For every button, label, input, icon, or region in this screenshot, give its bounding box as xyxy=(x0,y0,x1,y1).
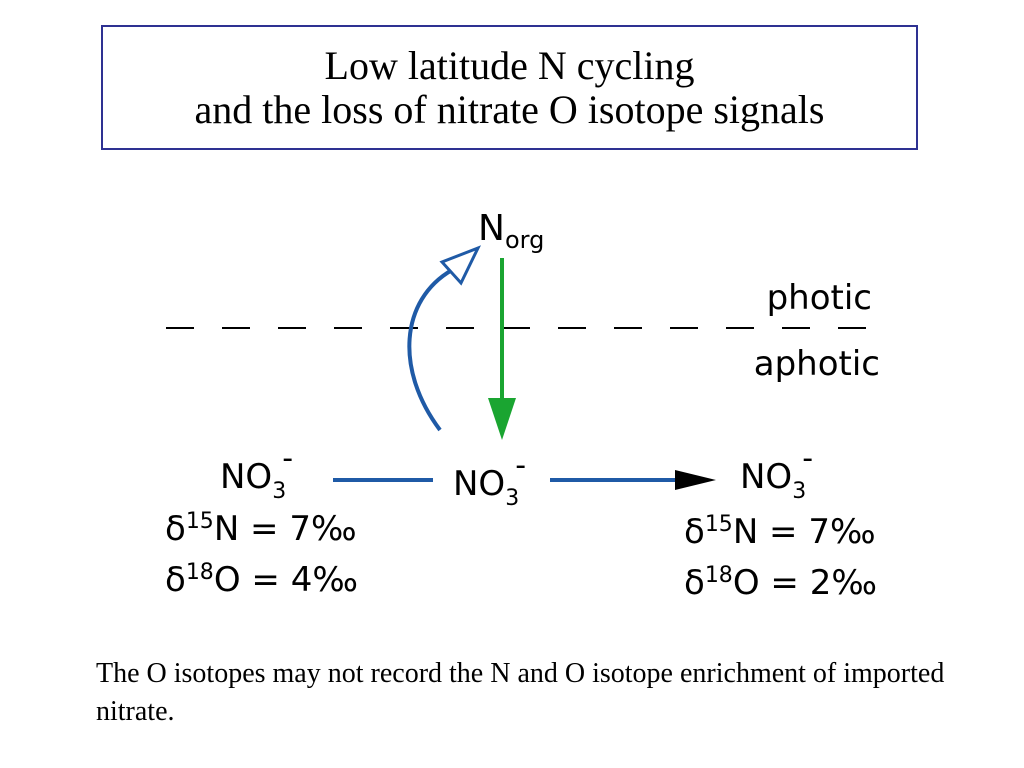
right-nitrate-pool: NO3- δ15N = 7‰ δ18O = 2‰ xyxy=(684,441,877,603)
aphotic-label: aphotic xyxy=(754,344,880,384)
title-line-1: Low latitude N cycling xyxy=(324,42,695,88)
caption-text: The O isotopes may not record the N and … xyxy=(96,658,945,727)
left-d18o: δ18O = 4‰ xyxy=(165,560,358,600)
uptake-arrow xyxy=(407,268,454,432)
outflow-arrowhead xyxy=(675,470,716,490)
title-box: Low latitude N cycling and the loss of n… xyxy=(101,25,918,150)
left-d15n: δ15N = 7‰ xyxy=(165,509,357,549)
n-org-base: N xyxy=(478,208,505,249)
photic-label: photic xyxy=(767,278,872,318)
uptake-arrowhead xyxy=(439,245,482,286)
n-org-sub: org xyxy=(505,226,544,254)
right-d18o: δ18O = 2‰ xyxy=(684,563,877,603)
left-nitrate-label: NO3- xyxy=(220,441,293,504)
export-arrowhead xyxy=(488,398,516,440)
left-nitrate-pool: NO3- δ15N = 7‰ δ18O = 4‰ xyxy=(165,441,358,600)
right-nitrate-label: NO3- xyxy=(740,441,813,504)
title-line-2: and the loss of nitrate O isotope signal… xyxy=(194,86,825,132)
central-nitrate-label: NO3- xyxy=(453,448,526,511)
right-d15n: δ15N = 7‰ xyxy=(684,512,876,552)
n-org-label: Norg xyxy=(478,208,544,254)
